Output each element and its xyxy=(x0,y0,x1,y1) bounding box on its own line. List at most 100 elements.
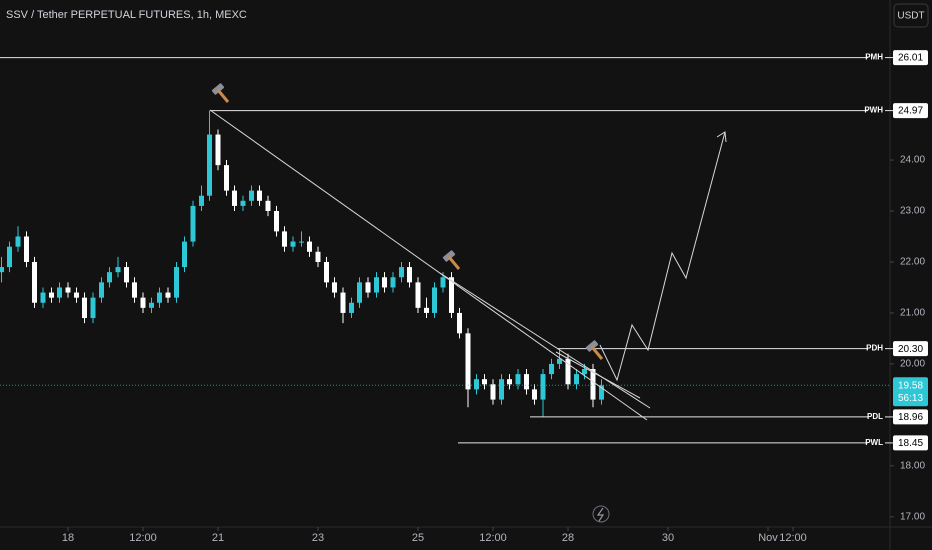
x-tick-label: 12:00 xyxy=(779,532,807,544)
level-value: 20.30 xyxy=(898,344,923,355)
currency-label[interactable]: USDT xyxy=(897,11,924,22)
candle-body xyxy=(332,282,337,293)
candle-body xyxy=(549,363,554,375)
trend-line xyxy=(209,109,648,421)
candle-body xyxy=(440,277,446,288)
level-tag: PWH xyxy=(864,106,883,115)
level-tag: PWL xyxy=(865,438,883,447)
candle-body xyxy=(124,267,129,283)
level-value: 18.96 xyxy=(898,412,923,423)
level-tag: PDL xyxy=(867,412,883,421)
candle-body xyxy=(307,241,312,252)
candle-body xyxy=(524,374,529,390)
candle-body xyxy=(232,190,237,206)
x-tick-label: 23 xyxy=(312,532,324,544)
candle-body xyxy=(82,297,87,319)
candle-body xyxy=(190,205,196,242)
candle-body xyxy=(90,297,96,319)
last-price-box xyxy=(893,377,928,407)
x-tick-label: 25 xyxy=(412,532,424,544)
projection-path xyxy=(599,131,726,382)
candle-body xyxy=(574,374,579,385)
level-box xyxy=(893,50,928,66)
candle-body xyxy=(507,379,512,385)
candle-body xyxy=(182,241,187,268)
candle-body xyxy=(540,374,546,400)
chart-title: SSV / Tether PERPETUAL FUTURES, 1h, MEXC xyxy=(6,9,247,21)
candle-body xyxy=(532,389,537,400)
x-tick-label: Nov xyxy=(758,532,778,544)
candle-body xyxy=(257,190,262,201)
candle-body xyxy=(65,287,71,293)
candle-body xyxy=(224,165,229,191)
candle-body xyxy=(157,292,162,303)
candle-body xyxy=(424,307,429,313)
level-value: 24.97 xyxy=(898,106,923,117)
currency-button[interactable] xyxy=(893,3,929,28)
candle-body xyxy=(174,267,179,298)
candle-body xyxy=(99,282,104,298)
candle-body xyxy=(199,195,204,206)
x-tick-label: 30 xyxy=(662,532,674,544)
candle-body xyxy=(40,292,46,303)
level-tag: PDH xyxy=(866,344,883,353)
level-box xyxy=(893,341,928,357)
level-box xyxy=(893,435,928,451)
candle-body xyxy=(15,236,21,247)
candle-body xyxy=(49,292,54,298)
x-tick-label: 18 xyxy=(62,532,74,544)
candle-body xyxy=(290,241,296,247)
y-tick-label: 18.00 xyxy=(900,460,925,471)
hammer-icon xyxy=(442,250,461,270)
candle-body xyxy=(299,241,304,243)
candle-body xyxy=(74,292,79,298)
candle-body xyxy=(557,358,562,364)
x-tick-label: 12:00 xyxy=(479,532,507,544)
candle-body xyxy=(382,277,387,288)
candle-body xyxy=(149,302,154,308)
y-tick-label: 24.00 xyxy=(900,155,925,166)
candle-body xyxy=(32,261,37,303)
y-tick-label: 23.00 xyxy=(900,206,925,217)
candle-body xyxy=(324,261,329,283)
candle-body xyxy=(57,287,62,298)
hammer-icon xyxy=(585,340,604,360)
candle-body xyxy=(590,369,596,400)
candle-body xyxy=(490,384,496,400)
candle-body xyxy=(407,267,412,283)
candle-body xyxy=(390,277,396,288)
level-box xyxy=(893,409,928,425)
level-box xyxy=(893,103,928,119)
candle-body xyxy=(132,282,137,298)
x-tick-label: 28 xyxy=(562,532,574,544)
candle-body xyxy=(215,134,221,166)
projection-arrowhead xyxy=(716,131,727,143)
candle-body xyxy=(399,267,404,278)
candle-body xyxy=(240,200,246,206)
candle-body xyxy=(415,282,421,308)
last-price-value: 19.58 xyxy=(898,380,923,391)
candle-body xyxy=(482,379,487,385)
candle-body xyxy=(249,190,254,201)
candle-body xyxy=(457,312,462,334)
candle-body xyxy=(282,231,287,247)
candle-body xyxy=(582,369,587,375)
candle-body xyxy=(107,272,112,283)
level-value: 26.01 xyxy=(898,53,923,64)
candle-body xyxy=(365,282,371,293)
candle-body xyxy=(449,277,454,313)
hammer-icon xyxy=(211,83,230,103)
candle-body xyxy=(374,277,379,293)
plot-area: 17.00 18.00 20.00 21.00 22.00 23.00 24.00 18 12:… xyxy=(0,57,925,544)
candle-body xyxy=(349,302,354,313)
candle-body xyxy=(599,385,604,400)
candle-body xyxy=(274,211,279,232)
lightning-button[interactable] xyxy=(592,505,610,523)
trend-line xyxy=(439,272,651,409)
candle-body xyxy=(465,333,471,390)
candle-body xyxy=(340,292,346,313)
drawings xyxy=(209,83,727,523)
candle-body xyxy=(265,200,271,212)
y-tick-label: 17.00 xyxy=(900,511,925,522)
